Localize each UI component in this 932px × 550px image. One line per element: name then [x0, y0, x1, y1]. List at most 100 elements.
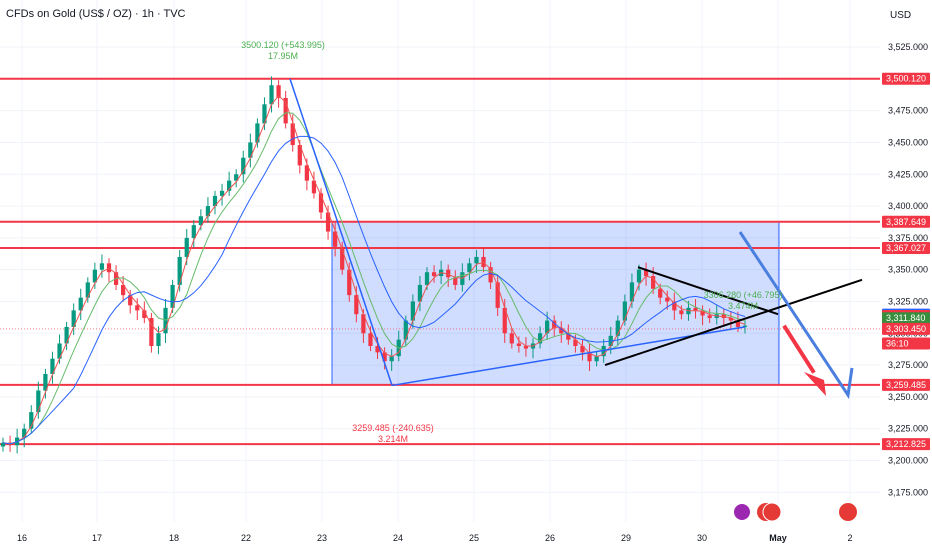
candle-body[interactable] [672, 301, 677, 311]
triangle-lower-line[interactable] [604, 278, 863, 367]
price-tag[interactable] [882, 215, 930, 228]
candle-body[interactable] [389, 356, 394, 362]
candle-body[interactable] [431, 272, 437, 277]
candle-body[interactable] [382, 352, 387, 362]
candle-body[interactable] [311, 180, 317, 194]
candle-body[interactable] [615, 320, 620, 336]
candle-body[interactable] [523, 346, 529, 349]
candle-body[interactable] [375, 346, 380, 353]
time-axis[interactable] [0, 522, 880, 550]
candle-body[interactable] [537, 333, 543, 344]
candle-body[interactable] [205, 206, 211, 217]
candle-body[interactable] [580, 346, 585, 353]
candle-body[interactable] [71, 310, 76, 327]
candle-body[interactable] [128, 295, 133, 306]
candle-body[interactable] [135, 305, 140, 311]
price-tag[interactable] [882, 337, 930, 350]
candle-body[interactable] [707, 315, 712, 319]
candle-body[interactable] [495, 282, 500, 308]
candle-body[interactable] [552, 320, 557, 329]
candle-body[interactable] [170, 284, 175, 308]
candle-body[interactable] [304, 165, 309, 181]
candle-body[interactable] [446, 269, 451, 278]
candle-body[interactable] [424, 272, 430, 285]
price-tag[interactable] [882, 322, 930, 335]
candle-body[interactable] [467, 263, 472, 273]
triangle-upper-line[interactable] [637, 266, 779, 316]
candle-body[interactable] [340, 246, 345, 270]
candle-body[interactable] [333, 231, 338, 247]
candle-body[interactable] [559, 328, 564, 334]
candle-body[interactable] [347, 269, 352, 296]
candle-body[interactable] [106, 263, 112, 273]
candle-body[interactable] [651, 276, 656, 289]
candle-body[interactable] [545, 320, 550, 334]
candle-body[interactable] [573, 339, 578, 346]
candle-body[interactable] [566, 333, 571, 340]
candle-body[interactable] [184, 237, 189, 257]
candle-body[interactable] [361, 314, 366, 334]
candle-body[interactable] [516, 343, 521, 346]
price-tag[interactable] [882, 438, 930, 451]
candle-body[interactable] [735, 320, 741, 327]
candle-body[interactable] [50, 358, 55, 374]
candle-body[interactable] [354, 295, 359, 315]
candle-body[interactable] [283, 97, 288, 124]
candle-body[interactable] [728, 318, 733, 321]
candle-body[interactable] [92, 269, 97, 283]
candle-body[interactable] [57, 343, 62, 359]
candle-body[interactable] [64, 326, 69, 344]
candle-body[interactable] [643, 269, 649, 277]
candle-body[interactable] [191, 225, 196, 238]
price-tag[interactable] [882, 312, 930, 325]
candle-body[interactable] [509, 333, 514, 344]
price-tag[interactable] [882, 378, 930, 391]
candle-body[interactable] [241, 157, 246, 175]
candle-body[interactable] [121, 284, 126, 296]
blue-arrow[interactable] [738, 231, 854, 400]
candle-body[interactable] [488, 267, 493, 283]
candle-body[interactable] [198, 216, 203, 226]
candle-body[interactable] [29, 412, 34, 429]
candle-body[interactable] [636, 269, 642, 283]
candle-body[interactable] [679, 310, 684, 315]
price-axis[interactable] [880, 0, 932, 550]
candle-body[interactable] [85, 282, 90, 298]
candle-body[interactable] [290, 123, 295, 146]
candle-body[interactable] [368, 333, 373, 346]
candle-body[interactable] [276, 85, 281, 98]
candle-body[interactable] [700, 310, 705, 316]
us-flag-icon[interactable] [762, 502, 782, 522]
candle-body[interactable] [78, 297, 83, 311]
candle-body[interactable] [629, 282, 635, 302]
candle-body[interactable] [156, 333, 161, 346]
candle-body[interactable] [742, 325, 748, 327]
candle-body[interactable] [142, 310, 147, 319]
candle-body[interactable] [453, 277, 458, 285]
us-flag-icon[interactable] [839, 503, 857, 521]
candle-body[interactable] [36, 390, 41, 413]
candle-body[interactable] [227, 180, 232, 191]
price-tag[interactable] [882, 72, 930, 85]
candle-body[interactable] [403, 320, 408, 340]
candle-body[interactable] [502, 307, 507, 334]
candle-body[interactable] [219, 190, 225, 196]
candle-body[interactable] [658, 288, 663, 298]
candle-body[interactable] [622, 301, 627, 321]
candle-body[interactable] [22, 428, 27, 438]
candle-body[interactable] [99, 263, 105, 270]
candle-body[interactable] [587, 352, 592, 362]
candle-body[interactable] [149, 318, 154, 346]
event-icon[interactable] [734, 504, 750, 520]
candle-body[interactable] [693, 307, 698, 311]
candle-body[interactable] [594, 356, 599, 362]
candle-body[interactable] [43, 373, 48, 391]
candle-body[interactable] [417, 284, 423, 302]
currency-label[interactable]: USD [890, 10, 912, 21]
price-tag[interactable] [882, 242, 930, 255]
candle-body[interactable] [212, 195, 218, 207]
candle-body[interactable] [248, 142, 253, 158]
candle-body[interactable] [262, 104, 267, 124]
candle-body[interactable] [721, 314, 726, 319]
